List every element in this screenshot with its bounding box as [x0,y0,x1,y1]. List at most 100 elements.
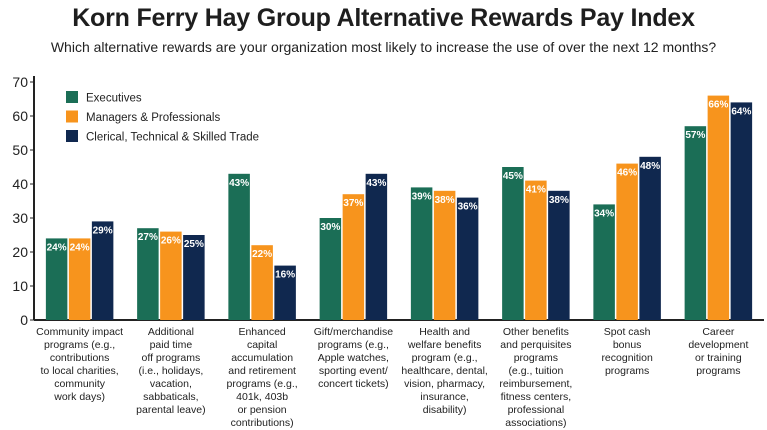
bar [45,238,68,320]
category-label-line: associations) [505,417,566,429]
bar-value-label: 27% [138,232,158,243]
category-label-line: sabbaticals, [143,391,198,403]
category-label-line: 401k, 403b [236,391,288,403]
y-tick-label: 10 [12,278,28,294]
category-label-line: and perquisites [500,339,571,351]
bar [684,126,707,320]
bar-value-label: 39% [412,191,432,202]
bar [342,194,365,320]
bar-value-label: 24% [47,242,67,253]
category-label-line: vision, pharmacy, [404,378,485,390]
category-label: Additional paid time off programs (i.e., ho… [136,326,205,416]
bar-value-label: 41% [526,185,546,196]
y-tick-label: 50 [12,142,28,158]
category-label-line: Community impact [36,326,123,338]
category-label-line: Additional [148,326,194,338]
bar [707,95,730,320]
category-label-line: Spot cash [604,326,651,338]
category-label-line: Enhanced [238,326,285,338]
category-label-line: professional [508,404,565,416]
category-label-line: off programs [142,352,201,364]
category-label-line: concert tickets) [318,378,389,390]
category-label-line: programs [696,365,740,377]
category-label-line: vacation, [150,378,192,390]
category-label-line: Apple watches, [318,352,389,364]
legend-swatch [66,130,78,142]
bar [616,163,638,320]
y-tick-label: 30 [12,210,28,226]
category-label-line: programs (e.g., [227,378,298,390]
category-label: Community impact programs (e.g., contribut… [36,326,123,403]
category-label-line: (i.e., holidays, [138,365,203,377]
category-label-line: or pension [238,404,287,416]
bar-value-label: 34% [594,208,614,219]
y-tick-label: 40 [12,176,28,192]
category-label: Other benefits and perquisites programs (e.… [499,326,572,429]
y-tick-label: 60 [12,108,28,124]
bar [410,187,433,320]
y-tick-label: 20 [12,244,28,260]
bar-value-label: 64% [731,106,751,117]
bar [365,173,388,320]
bar [160,231,182,320]
legend-label: Executives [86,93,142,105]
legend-label: Managers & Professionals [86,112,220,124]
legend-swatch [66,110,78,123]
bar [319,218,342,320]
bar [137,228,159,320]
category-label-line: insurance, [420,391,468,403]
category-label-line: programs (e.g., [318,339,389,351]
bar [525,180,547,320]
category-label: Health and welfare benefits program (e.g.,… [401,326,487,416]
category-label-line: Gift/merchandise [314,326,394,338]
bar-value-label: 48% [640,161,660,172]
bar-value-label: 22% [252,249,272,260]
bar-value-label: 16% [275,270,295,281]
category-label-line: contributions) [231,417,294,429]
bar [68,238,91,320]
category-label-line: healthcare, dental, [401,365,487,377]
bar [91,221,114,320]
bar [548,190,570,320]
bar [228,173,250,320]
bar-value-label: 37% [343,198,363,209]
category-label-line: capital [247,339,277,351]
category-label-line: programs [605,365,649,377]
category-label-line: disability) [423,404,467,416]
bar-value-label: 38% [435,195,455,206]
bar [502,167,524,320]
category-label-line: recognition [601,352,653,364]
bar-value-label: 45% [503,171,523,182]
bar [593,204,615,320]
category-label-line: sporting event/ [319,365,388,377]
bar-value-label: 66% [708,100,728,111]
bar-value-label: 24% [70,242,90,253]
category-label-line: and retirement [228,365,296,377]
bar-value-label: 43% [229,178,249,189]
bar-value-label: 26% [161,236,181,247]
bar-value-label: 43% [366,178,386,189]
category-label-line: Other benefits [503,326,569,338]
bar-value-label: 57% [685,130,705,141]
category-label-line: work days) [53,391,105,403]
bar [730,102,753,321]
category-label-line: parental leave) [136,404,205,416]
bar-value-label: 38% [549,195,569,206]
bar [274,265,296,320]
category-label-line: programs [514,352,558,364]
bar [251,245,273,320]
category-label-line: accumulation [231,352,293,364]
category-label-line: or training [695,352,742,364]
category-label-line: Health and [419,326,470,338]
bar-value-label: 29% [93,225,113,236]
category-label-line: development [688,339,748,351]
category-label: Career development or training programs [688,326,748,377]
category-label-line: (e.g., tuition [508,365,563,377]
category-label-line: to local charities, [41,365,119,377]
category-label-line: welfare benefits [407,339,482,351]
category-label-line: contributions [50,352,110,364]
chart-subtitle: Which alternative rewards are your organ… [50,39,717,55]
category-label-line: community [54,378,106,390]
category-label-line: bonus [613,339,642,351]
